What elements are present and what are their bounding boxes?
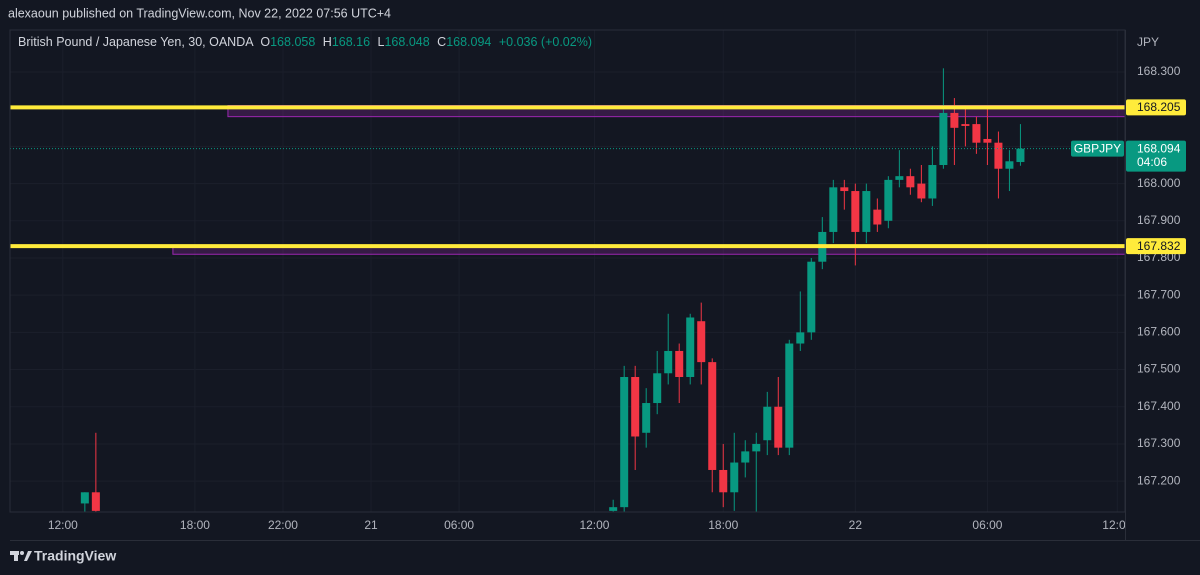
candle-body (972, 124, 981, 143)
symbol-title: British Pound / Japanese Yen, 30, OANDA (18, 35, 254, 49)
x-tick-label: 22 (849, 518, 863, 532)
ohlc-value: 168.094 (446, 35, 491, 49)
candle-body (719, 469, 728, 493)
countdown: 04:06 (1137, 155, 1167, 169)
candle-body (1016, 148, 1025, 163)
ohlc-label: C (437, 35, 446, 49)
candle-body (950, 112, 959, 128)
candle-body (697, 321, 706, 363)
candle-body (873, 209, 882, 225)
candle-body (895, 176, 904, 180)
level-label: 168.205 (1137, 100, 1181, 114)
candle-body (686, 317, 695, 377)
time-axis: 12:00 18:00 22:00 21 06:00 12:00 18:00 22 06:00 1… (48, 518, 1133, 532)
ohlc-value: 168.048 (384, 35, 429, 49)
x-tick-label: 06:00 (444, 518, 474, 532)
symbol-tag-bg (1071, 140, 1124, 157)
candle-body (774, 406, 783, 448)
level-label-bg (1126, 238, 1186, 255)
y-tick-label: 167.500 (1137, 362, 1181, 376)
symbol-tag: GBPJPY (1074, 141, 1121, 155)
candle-body (664, 350, 673, 374)
candle-body (763, 406, 772, 441)
x-tick-label: 18:00 (180, 518, 210, 532)
candle-body (840, 187, 849, 192)
candle-body (851, 191, 860, 232)
y-tick-label: 167.900 (1137, 213, 1181, 227)
candle-body (807, 261, 816, 333)
ohlc-label: O (260, 35, 270, 49)
published-line: alexaoun published on TradingView.com, N… (8, 6, 391, 20)
candle-body (620, 376, 629, 508)
price-tag: 168.094 (1137, 141, 1181, 155)
brand-logo (10, 551, 32, 561)
level-label-bg (1126, 99, 1186, 116)
x-tick-label: 21 (364, 518, 378, 532)
candle-body (884, 179, 893, 221)
ohlc-change: +0.036 (+0.02%) (499, 35, 592, 49)
plot-area (10, 68, 1125, 512)
legend-line: British Pound / Japanese Yen, 30, OANDA … (18, 35, 592, 49)
candle-body (80, 492, 89, 504)
candle-body (631, 376, 640, 437)
level-label: 167.832 (1137, 239, 1181, 253)
x-tick-label: 18:00 (708, 518, 738, 532)
candle-body (1005, 161, 1014, 169)
candle-body (91, 492, 100, 511)
candle-body (906, 176, 915, 188)
candle-body (653, 373, 662, 404)
candle-body (862, 191, 871, 232)
candle-body (708, 362, 717, 470)
candle-body (609, 507, 618, 511)
candle-body (642, 403, 651, 433)
ohlc-value: 168.16 (332, 35, 370, 49)
y-tick-label: 167.400 (1137, 399, 1181, 413)
price-axis: 167.200 167.300 167.400 167.500 167.600 167.7… (1137, 64, 1181, 487)
candle-body (796, 332, 805, 344)
candle-body (917, 183, 926, 199)
x-tick-label: 12:00 (48, 518, 78, 532)
price-axis-bg (1126, 0, 1200, 540)
y-tick-label: 167.700 (1137, 287, 1181, 301)
candle-body (961, 124, 970, 126)
y-tick-label: 167.300 (1137, 436, 1181, 450)
candle-body (994, 142, 1003, 169)
y-tick-label: 167.600 (1137, 325, 1181, 339)
candle-body (829, 187, 838, 232)
candle-body (939, 112, 948, 166)
x-tick-label: 12:00 (579, 518, 609, 532)
candle-body (983, 138, 992, 143)
price-tag-bg (1126, 140, 1186, 172)
y-tick-label: 167.200 (1137, 473, 1181, 487)
x-tick-label: 22:00 (268, 518, 298, 532)
x-tick-label: 06:00 (972, 518, 1002, 532)
candle-body (785, 343, 794, 448)
ohlc-value: 168.058 (270, 35, 315, 49)
candle-body (928, 165, 937, 199)
ohlc-label: L (378, 35, 385, 49)
y-tick-label: 168.300 (1137, 64, 1181, 78)
candle-body (741, 451, 750, 463)
brand: TradingView (34, 548, 116, 564)
currency-label: JPY (1137, 35, 1159, 49)
candle-body (675, 350, 684, 377)
y-tick-label: 168.000 (1137, 176, 1181, 190)
candle-body (752, 443, 761, 452)
ohlc-label: H (323, 35, 332, 49)
candle-body (730, 462, 739, 493)
